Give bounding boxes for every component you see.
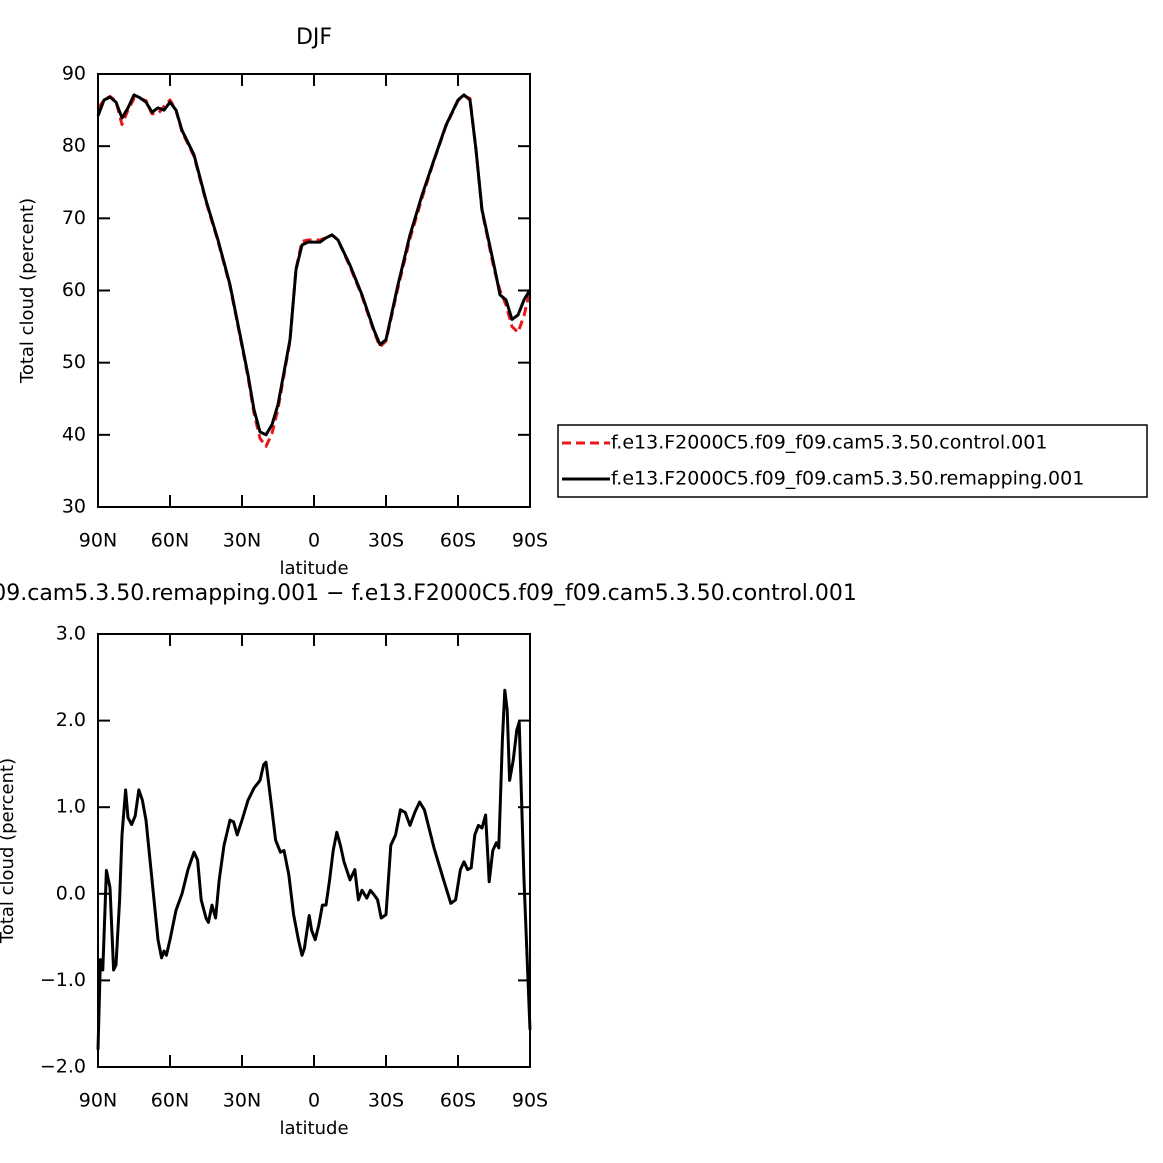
y-tick-label: 2.0	[56, 709, 86, 731]
x-tick-label: 30N	[223, 1090, 261, 1112]
y-tick-label: 90	[62, 63, 86, 85]
legend-label: f.e13.F2000C5.f09_f09.cam5.3.50.remappin…	[611, 468, 1084, 490]
y-tick-label: 60	[62, 279, 86, 301]
y-tick-label: 3.0	[56, 623, 86, 645]
chart-title: DJF	[296, 25, 332, 50]
y-tick-label: 1.0	[56, 796, 86, 818]
y-tick-label: 70	[62, 207, 86, 229]
data-line	[96, 688, 532, 1050]
x-tick-label: 0	[308, 1090, 320, 1112]
x-tick-label: 90N	[79, 530, 117, 552]
x-tick-label: 30S	[368, 1090, 404, 1112]
data-line	[96, 93, 532, 437]
x-tick-label: 60S	[440, 1090, 476, 1112]
y-tick-label: 50	[62, 351, 86, 373]
x-axis-label: latitude	[279, 1118, 348, 1139]
x-tick-label: 90N	[79, 1090, 117, 1112]
y-tick-label: 40	[62, 423, 86, 445]
x-tick-label: 90S	[512, 530, 548, 552]
data-line	[96, 94, 532, 448]
x-tick-label: 60N	[151, 1090, 189, 1112]
legend-label: f.e13.F2000C5.f09_f09.cam5.3.50.control.…	[611, 432, 1047, 454]
chart-title: f.e13.F2000C5.f09_f09.cam5.3.50.remappin…	[0, 581, 857, 606]
x-tick-label: 60S	[440, 530, 476, 552]
y-tick-label: 80	[62, 135, 86, 157]
x-tick-label: 30S	[368, 530, 404, 552]
plot-frame	[97, 73, 531, 508]
x-tick-label: 90S	[512, 1090, 548, 1112]
y-tick-label: 30	[62, 496, 86, 518]
x-tick-label: 0	[308, 530, 320, 552]
x-tick-label: 30N	[223, 530, 261, 552]
x-axis-label: latitude	[279, 558, 348, 579]
y-tick-label: 0.0	[56, 882, 86, 904]
y-tick-label: −1.0	[40, 969, 86, 991]
y-tick-label: −2.0	[40, 1056, 86, 1078]
x-tick-label: 60N	[151, 530, 189, 552]
legend-frame	[557, 424, 1148, 498]
plot-frame	[97, 633, 531, 1068]
y-axis-label: Total cloud (percent)	[0, 758, 18, 944]
y-axis-label: Total cloud (percent)	[17, 198, 38, 384]
